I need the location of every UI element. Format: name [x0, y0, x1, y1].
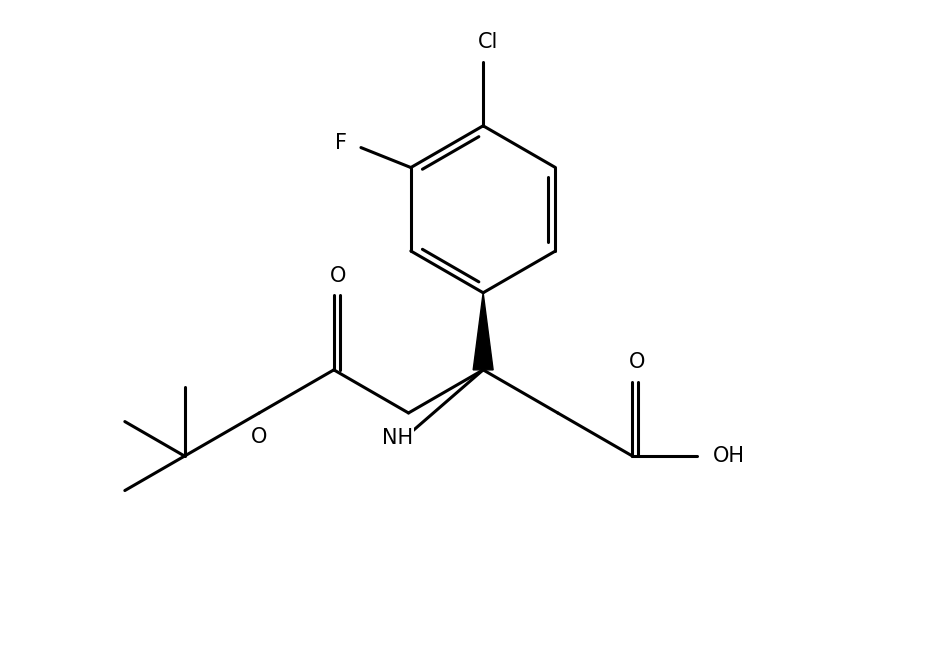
Text: Cl: Cl [477, 32, 498, 53]
Text: O: O [330, 265, 347, 286]
Text: O: O [251, 428, 268, 447]
Text: O: O [629, 352, 645, 372]
Text: F: F [335, 133, 347, 153]
Polygon shape [473, 293, 493, 370]
Text: NH: NH [382, 428, 413, 448]
Text: OH: OH [712, 446, 745, 466]
